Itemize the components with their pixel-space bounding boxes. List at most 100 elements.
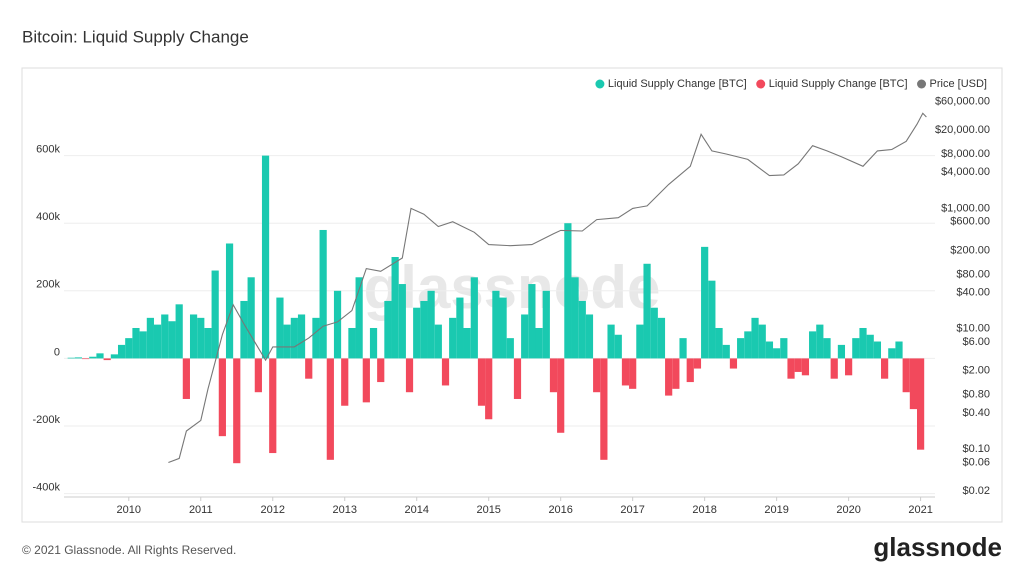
y2-tick-label: $60,000.00 <box>935 95 990 107</box>
bar <box>218 358 226 437</box>
y-tick-label: 0 <box>54 346 60 358</box>
bar <box>204 327 212 359</box>
bar <box>859 327 867 359</box>
bar <box>153 324 162 359</box>
bar <box>722 344 730 359</box>
x-tick-label: 2015 <box>476 504 500 516</box>
bar <box>679 338 687 359</box>
bar <box>528 284 536 359</box>
y2-tick-label: $8,000.00 <box>941 148 990 160</box>
bar <box>146 317 154 359</box>
x-tick-label: 2020 <box>836 504 860 516</box>
bar <box>74 357 82 359</box>
bar <box>132 327 140 359</box>
bar <box>96 353 104 359</box>
bar <box>427 290 435 359</box>
bar <box>816 324 824 359</box>
bar <box>110 354 118 359</box>
legend-swatch <box>595 79 605 89</box>
bar <box>672 358 680 389</box>
bar <box>319 229 327 359</box>
bar <box>881 358 889 379</box>
price-line <box>168 112 927 464</box>
y-tick-label: -200k <box>32 414 60 426</box>
x-tick-label: 2011 <box>189 504 213 516</box>
y2-tick-label: $200.00 <box>950 244 990 256</box>
bar <box>391 257 399 359</box>
bar <box>348 327 356 359</box>
bar <box>744 331 752 359</box>
bar <box>168 321 176 359</box>
bar <box>470 277 478 359</box>
bar <box>240 300 248 359</box>
bar <box>794 358 802 372</box>
bar <box>233 358 241 464</box>
bar <box>297 314 306 359</box>
bar <box>564 223 572 359</box>
bar <box>405 358 414 393</box>
bar <box>823 338 831 359</box>
legend-label: Liquid Supply Change [BTC] <box>608 78 747 90</box>
x-tick-label: 2019 <box>764 504 788 516</box>
bar <box>535 327 543 359</box>
x-tick-label: 2013 <box>332 504 356 516</box>
bar <box>499 297 507 359</box>
bar <box>542 290 550 359</box>
bar <box>513 358 522 399</box>
x-tick-label: 2016 <box>548 504 572 516</box>
y2-tick-label: $6.00 <box>962 336 990 348</box>
bar <box>341 358 349 406</box>
bar <box>362 358 370 403</box>
bar <box>765 341 774 359</box>
bar <box>657 317 666 359</box>
bar <box>269 358 277 454</box>
bar <box>837 344 846 359</box>
y2-tick-label: $1,000.00 <box>941 202 990 214</box>
bar <box>103 358 111 361</box>
bar <box>578 300 586 359</box>
bar <box>189 314 198 359</box>
bar <box>701 246 709 359</box>
y2-tick-label: $600.00 <box>950 216 990 228</box>
y2-tick-label: $80.00 <box>956 268 990 280</box>
y-tick-label: 200k <box>36 279 60 291</box>
x-tick-label: 2021 <box>908 504 932 516</box>
bar <box>549 358 558 393</box>
bar <box>125 338 133 359</box>
y2-tick-label: $10.00 <box>956 323 990 335</box>
bar <box>463 327 471 359</box>
plot: -400k -200k 0 200k 400k 600k $60,000.00 $20,000… <box>32 78 990 516</box>
chart-frame <box>21 67 1003 523</box>
bar <box>492 290 500 359</box>
bar <box>398 284 406 359</box>
bar <box>333 290 342 359</box>
bar <box>276 297 284 359</box>
x-tick-label: 2010 <box>117 504 141 516</box>
bar <box>441 358 450 386</box>
bar <box>650 307 658 359</box>
bar <box>773 348 781 359</box>
x-tick-label: 2017 <box>620 504 644 516</box>
bar <box>758 324 766 359</box>
y2-tick-label: $2.00 <box>962 365 990 377</box>
legend-swatch <box>756 79 766 89</box>
bar <box>413 307 421 359</box>
y2-tick-label: $40.00 <box>956 286 990 298</box>
x-tick-label: 2018 <box>692 504 716 516</box>
x-tick-label: 2012 <box>261 504 285 516</box>
footer: © 2021 Glassnode. All Rights Reserved. <box>22 543 236 557</box>
bar <box>643 263 651 359</box>
bar <box>636 324 644 359</box>
bar <box>708 280 716 359</box>
bar <box>571 277 579 359</box>
bar <box>866 334 874 359</box>
bar <box>917 358 925 450</box>
bar <box>521 314 529 359</box>
bar <box>175 304 183 359</box>
y-tick-label: 600k <box>36 144 60 156</box>
bar <box>621 358 630 386</box>
bar <box>909 358 918 410</box>
bar <box>420 300 428 359</box>
